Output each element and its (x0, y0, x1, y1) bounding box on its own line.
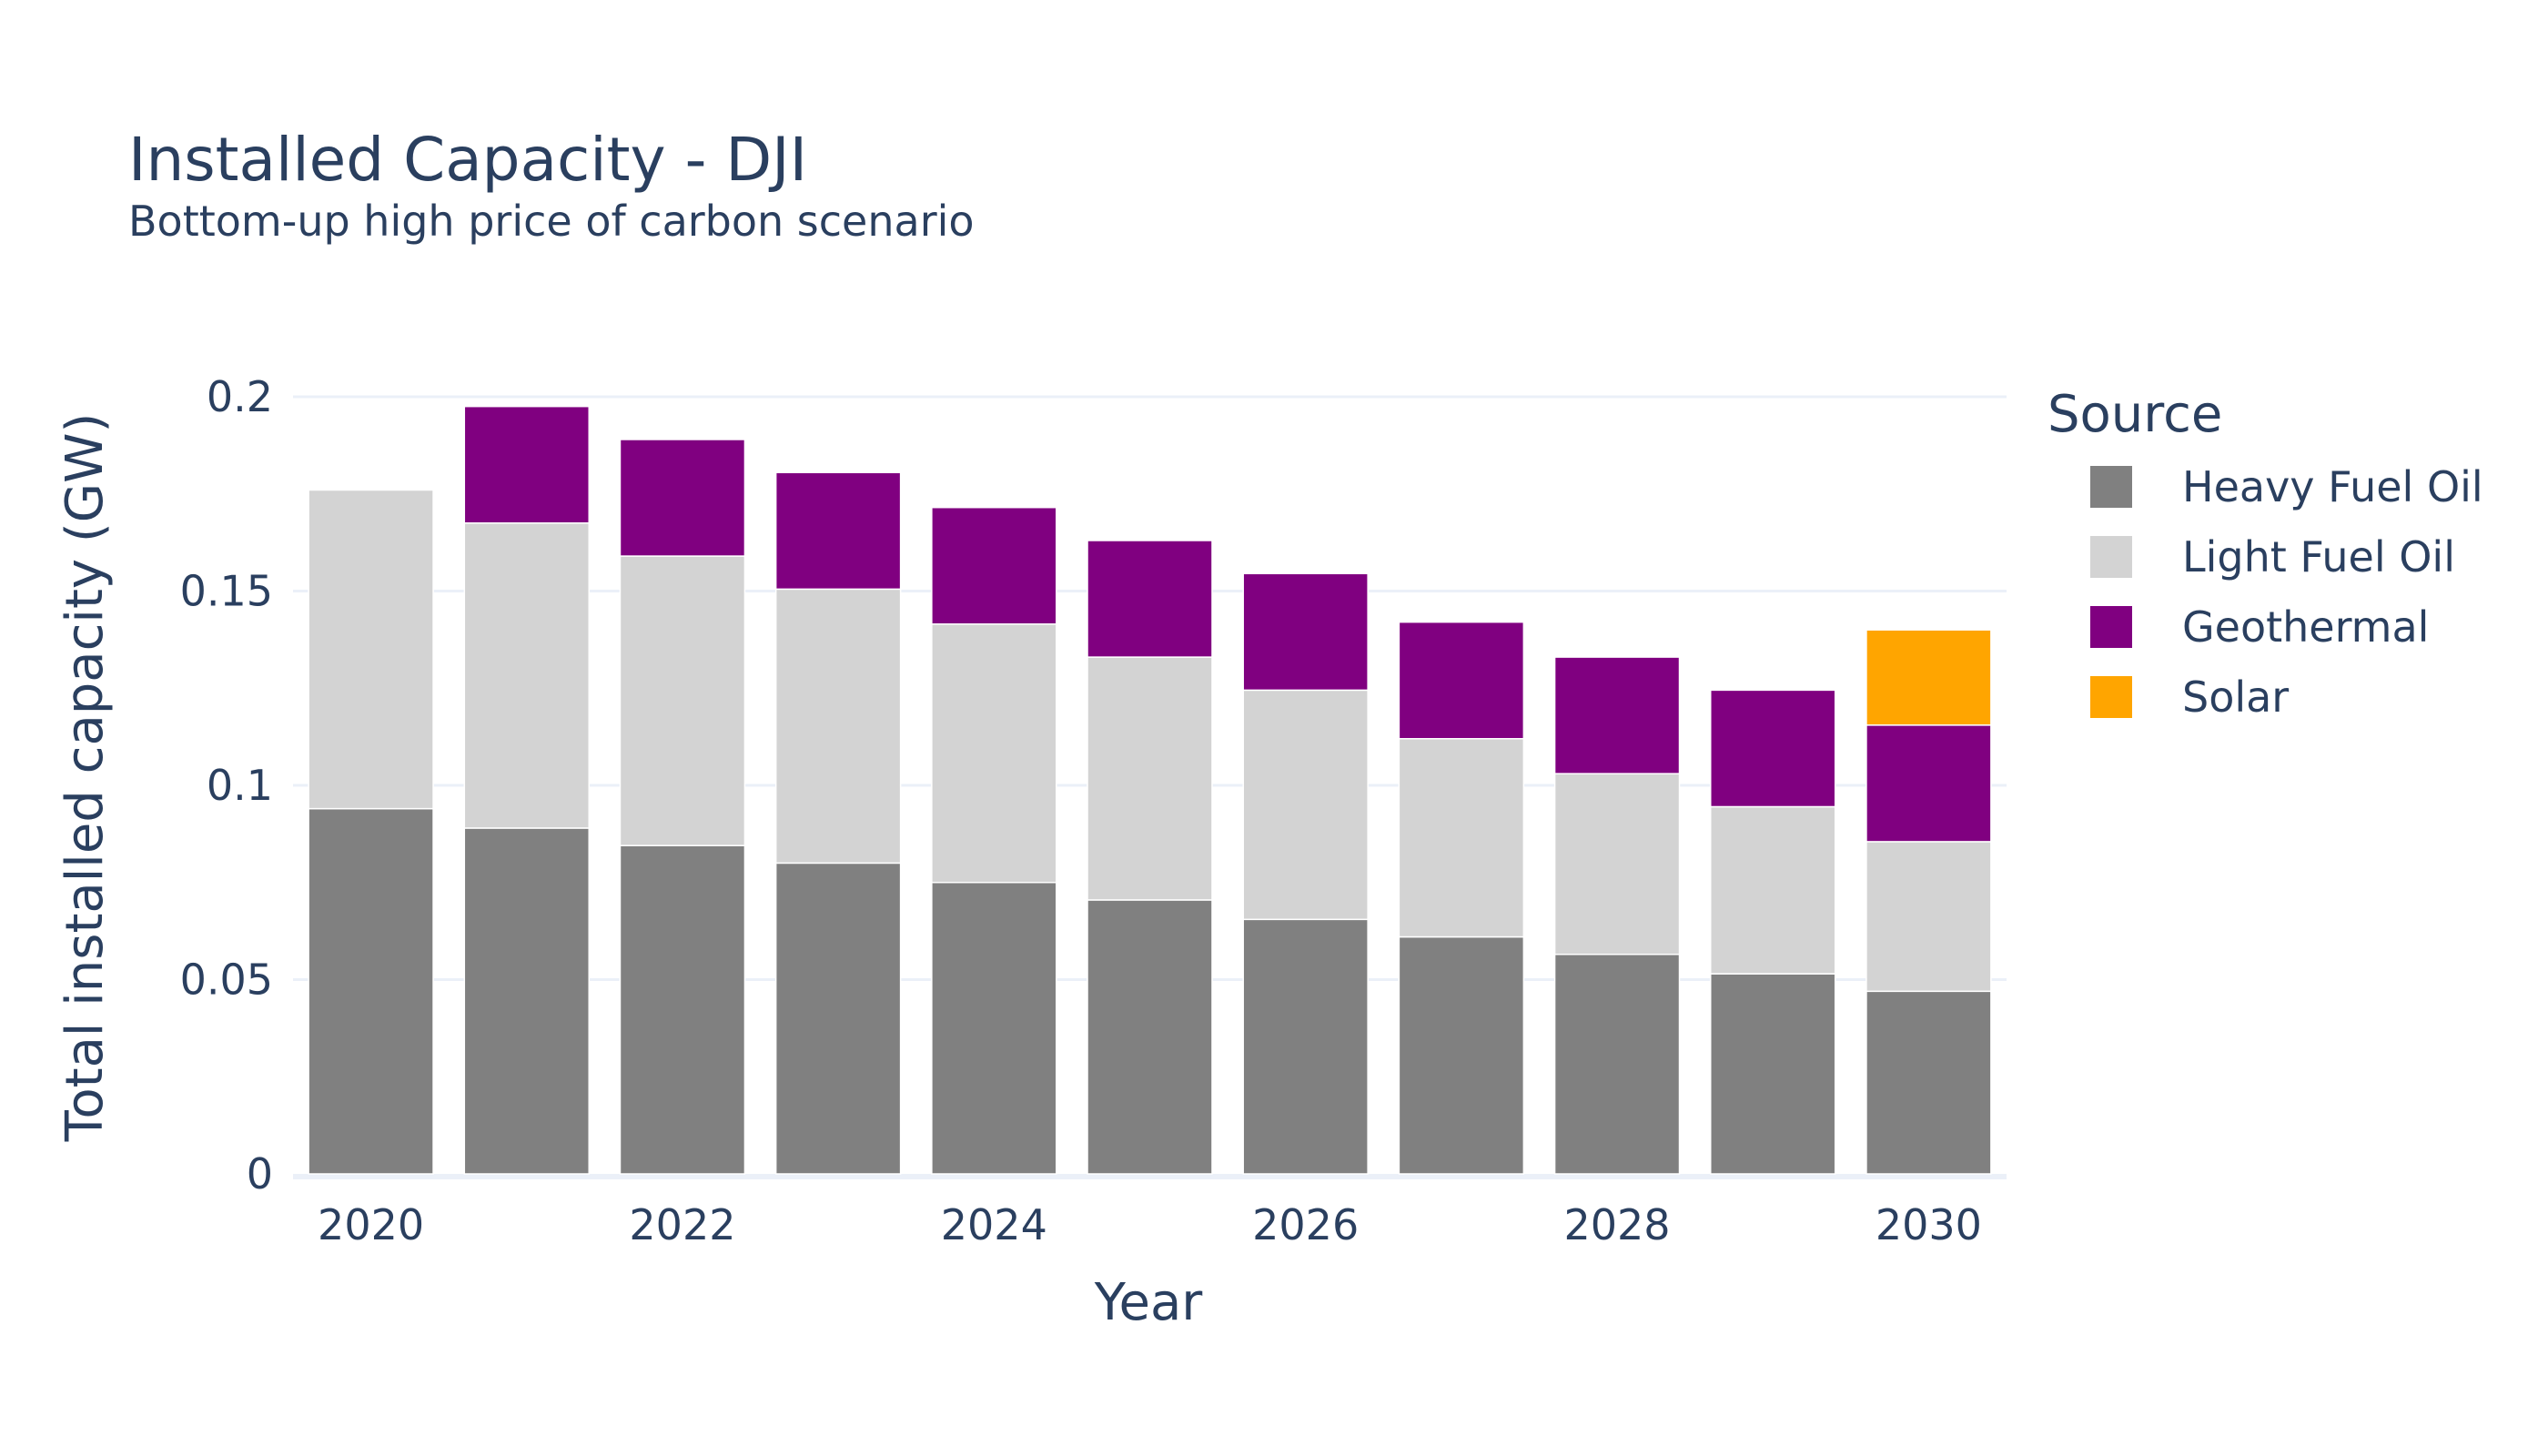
y-tick-label: 0.15 (180, 567, 273, 616)
bar-light-fuel-oil-2030 (1866, 841, 1992, 993)
bar-light-fuel-oil-2024 (931, 623, 1057, 884)
bar-geothermal-2028 (1553, 656, 1681, 774)
bar-heavy-fuel-oil-2024 (931, 882, 1057, 1175)
x-tick-label: 2030 (1876, 1200, 1982, 1249)
bar-light-fuel-oil-2023 (774, 588, 902, 864)
bar-heavy-fuel-oil-2022 (619, 844, 746, 1175)
bars (308, 405, 1992, 1175)
bar-heavy-fuel-oil-2030 (1866, 990, 1992, 1175)
x-axis-ticks: 2020 2022 2024 2026 2028 2030 (318, 1200, 1982, 1249)
bar-geothermal-2030 (1866, 724, 1992, 843)
bar-light-fuel-oil-2021 (463, 522, 590, 829)
x-tick-label: 2026 (1252, 1200, 1359, 1249)
bar-light-fuel-oil-2029 (1710, 805, 1836, 975)
bar-heavy-fuel-oil-2020 (308, 807, 434, 1175)
x-axis-title: Year (1094, 1273, 1204, 1332)
x-tick-label: 2020 (318, 1200, 424, 1249)
bar-heavy-fuel-oil-2027 (1398, 935, 1525, 1175)
legend-label: Heavy Fuel Oil (2182, 462, 2483, 511)
bar-light-fuel-oil-2026 (1242, 689, 1369, 921)
bar-geothermal-2025 (1087, 540, 1213, 658)
legend-swatch-solar (2090, 676, 2132, 718)
legend-swatch-geothermal (2090, 606, 2132, 648)
legend: Source Heavy Fuel Oil Light Fuel Oil Geoth… (2048, 385, 2483, 722)
legend-label: Light Fuel Oil (2182, 532, 2455, 581)
bar-heavy-fuel-oil-2021 (463, 827, 590, 1175)
bar-solar-2030 (1866, 629, 1992, 726)
bar-geothermal-2021 (463, 405, 590, 524)
y-tick-label: 0.2 (207, 372, 273, 421)
legend-swatch-light-fuel-oil (2090, 536, 2132, 578)
legend-label: Solar (2182, 672, 2289, 722)
bar-geothermal-2027 (1398, 621, 1525, 740)
bar-heavy-fuel-oil-2028 (1553, 953, 1681, 1175)
chart-title: Installed Capacity - DJI (128, 125, 807, 195)
bar-light-fuel-oil-2028 (1553, 773, 1681, 956)
chart-subtitle: Bottom-up high price of carbon scenario (128, 197, 975, 246)
bar-geothermal-2023 (774, 471, 902, 591)
legend-label: Geothermal (2182, 602, 2429, 652)
y-axis-title: Total installed capacity (GW) (56, 413, 115, 1143)
y-tick-label: 0 (247, 1149, 273, 1198)
bar-light-fuel-oil-2022 (619, 555, 746, 846)
bar-geothermal-2022 (619, 439, 746, 557)
bar-light-fuel-oil-2027 (1398, 738, 1525, 938)
bar-light-fuel-oil-2025 (1087, 656, 1213, 901)
x-tick-label: 2022 (629, 1200, 735, 1249)
legend-swatch-heavy-fuel-oil (2090, 466, 2132, 508)
bar-light-fuel-oil-2020 (308, 489, 434, 810)
y-axis-ticks: 0 0.05 0.1 0.15 0.2 (180, 372, 273, 1198)
bar-heavy-fuel-oil-2023 (774, 862, 902, 1175)
y-tick-label: 0.1 (207, 761, 273, 810)
y-tick-label: 0.05 (180, 956, 273, 1005)
bar-heavy-fuel-oil-2029 (1710, 973, 1836, 1175)
bar-geothermal-2024 (931, 506, 1057, 625)
bar-heavy-fuel-oil-2025 (1087, 899, 1213, 1175)
bar-geothermal-2029 (1710, 689, 1836, 808)
x-tick-label: 2024 (941, 1200, 1047, 1249)
bar-geothermal-2026 (1242, 572, 1369, 692)
x-tick-label: 2028 (1564, 1200, 1671, 1249)
bar-heavy-fuel-oil-2026 (1242, 918, 1369, 1175)
legend-title: Source (2048, 385, 2222, 444)
